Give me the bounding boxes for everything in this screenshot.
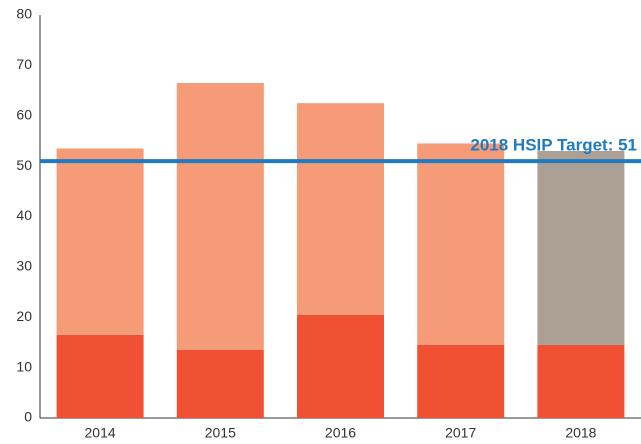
bar-segment: [537, 344, 625, 418]
target-label: 2018 HSIP Target: 51: [470, 136, 637, 155]
bar-segment: [297, 314, 384, 418]
bar-segment: [176, 349, 264, 418]
bar-segment: [176, 83, 264, 350]
y-tick-label: 10: [16, 358, 32, 374]
y-tick-label: 40: [16, 207, 32, 223]
x-tick-label: 2017: [445, 425, 476, 441]
y-tick-label: 80: [16, 6, 32, 22]
bar-segment: [537, 151, 625, 345]
y-tick-label: 50: [16, 157, 32, 173]
bar-segment: [297, 103, 384, 315]
x-tick-label: 2015: [205, 425, 236, 441]
bar-segment: [56, 148, 144, 335]
y-tick-label: 70: [16, 56, 32, 72]
x-tick-label: 2016: [325, 425, 356, 441]
bar-segment: [417, 344, 505, 418]
y-tick-label: 0: [24, 409, 32, 425]
bar-segment: [56, 334, 144, 418]
y-tick-label: 30: [16, 258, 32, 274]
y-tick-label: 20: [16, 308, 32, 324]
y-tick-label: 60: [16, 106, 32, 122]
bar-segment: [417, 143, 505, 345]
x-tick-label: 2014: [85, 425, 116, 441]
x-tick-label: 2018: [565, 425, 596, 441]
